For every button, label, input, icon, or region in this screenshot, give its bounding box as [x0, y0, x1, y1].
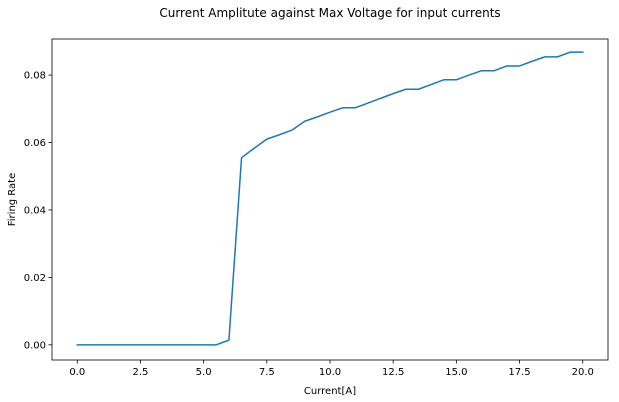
x-tick-label: 0.0	[69, 367, 85, 378]
y-axis: 0.00 0.02 0.04 0.06 0.08	[24, 71, 52, 351]
y-tick-label: 0.04	[24, 205, 46, 216]
x-tick-label: 2.5	[133, 367, 149, 378]
x-tick-label: 12.5	[382, 367, 404, 378]
y-tick-label: 0.02	[24, 273, 46, 284]
x-axis-label: Current[A]	[304, 386, 356, 397]
x-tick-label: 17.5	[508, 367, 530, 378]
y-tick-label: 0.08	[24, 71, 46, 82]
plot-area: 0.0 2.5 5.0 7.5 10.0 12.5 15.0 17.5 20.0 0.000.0…	[24, 38, 609, 378]
x-tick-label: 10.0	[319, 367, 341, 378]
chart-title: Current Amplitute against Max Voltage fo…	[159, 6, 500, 20]
x-tick-label: 5.0	[196, 367, 212, 378]
y-axis-label: Firing Rate	[7, 173, 18, 227]
series-layer	[76, 51, 584, 346]
x-tick-label: 20.0	[572, 367, 594, 378]
y-tick-label: 0.00	[24, 340, 46, 351]
series-line-0	[76, 51, 584, 346]
x-tick-label: 7.5	[259, 367, 275, 378]
x-tick-label: 15.0	[445, 367, 467, 378]
y-tick-label: 0.06	[24, 138, 46, 149]
plot-frame	[51, 38, 609, 361]
x-axis: 0.0 2.5 5.0 7.5 10.0 12.5 15.0 17.5 20.0	[69, 360, 594, 378]
